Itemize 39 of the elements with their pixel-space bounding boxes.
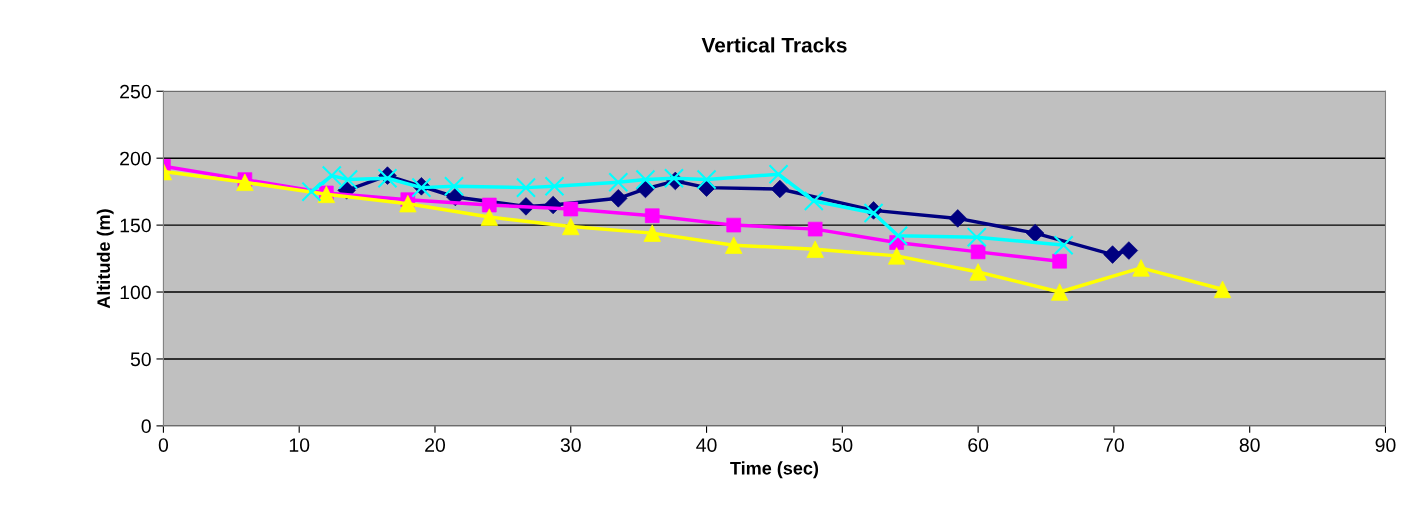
x-tick-label: 80 — [1239, 438, 1260, 452]
point — [887, 225, 909, 246]
point — [807, 221, 823, 237]
point — [970, 244, 986, 260]
point — [803, 190, 824, 212]
point — [1053, 235, 1074, 256]
x-tick-label: 50 — [832, 438, 853, 452]
x-tick-label: 30 — [560, 438, 581, 452]
x-tick-label: 0 — [158, 438, 169, 452]
point — [321, 165, 342, 186]
point — [696, 169, 717, 190]
x-tick-label: 20 — [425, 438, 446, 452]
x-tick-label: 90 — [1375, 438, 1396, 452]
x-tick-label: 70 — [1104, 438, 1124, 452]
point — [608, 172, 629, 193]
point — [1052, 253, 1067, 269]
x-axis-title: Time (sec) — [730, 461, 819, 479]
point — [768, 164, 789, 185]
point — [563, 201, 579, 217]
x-tick-label: 60 — [968, 438, 989, 452]
y-tick-label: 200 — [120, 151, 151, 166]
point — [966, 227, 987, 248]
point — [443, 176, 465, 197]
y-tick-label: 0 — [141, 419, 151, 434]
point — [544, 176, 565, 197]
point — [301, 181, 322, 202]
chart-title: Vertical Tracks — [701, 37, 847, 53]
y-tick-label: 50 — [130, 352, 151, 367]
point — [515, 177, 537, 198]
point — [725, 236, 743, 254]
point — [1213, 280, 1232, 299]
y-axis-title: Altitude (m) — [96, 209, 114, 309]
y-tick-label: 100 — [120, 285, 151, 300]
y-tick-label: 250 — [120, 84, 151, 99]
y-tick-label: 150 — [120, 218, 151, 233]
point — [635, 169, 656, 190]
x-tick-label: 10 — [289, 438, 310, 452]
x-tick-label: 40 — [696, 438, 717, 452]
point — [338, 169, 359, 190]
